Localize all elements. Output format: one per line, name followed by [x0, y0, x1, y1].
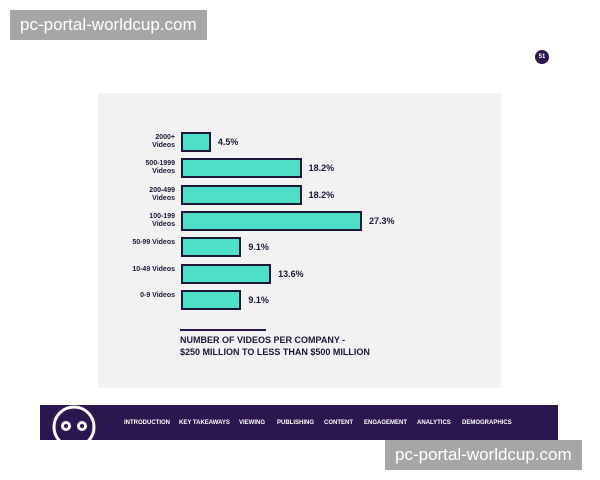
- bar: [181, 184, 302, 205]
- category-label: 2000+ Videos: [152, 134, 175, 149]
- nav-link[interactable]: ENGAGEMENT: [364, 420, 408, 426]
- value-label: 13.6%: [278, 268, 304, 279]
- category-label: 500-1999 Videos: [145, 160, 175, 176]
- category-label: 50-99 Videos: [132, 239, 175, 247]
- category-label: 0-9 Videos: [140, 291, 175, 299]
- chart-subtitle: $250 MILLION TO LESS THAN $500 MILLION: [180, 347, 370, 357]
- nav-link[interactable]: KEY TAKEAWAYS: [179, 420, 230, 426]
- bar: [181, 289, 242, 310]
- nav-link[interactable]: ANALYTICS: [417, 420, 451, 426]
- title-rule: [180, 329, 266, 331]
- category-label: 200-499 Videos: [149, 186, 175, 202]
- nav-link[interactable]: DEMOGRAPHICS: [462, 420, 512, 426]
- mascot: [52, 405, 96, 440]
- category-label: 10-49 Videos: [132, 265, 175, 273]
- bar: [181, 210, 362, 231]
- page-number: 51: [535, 50, 549, 64]
- value-label: 4.5%: [217, 137, 239, 147]
- chart-title: NUMBER OF VIDEOS PER COMPANY -: [180, 335, 346, 345]
- nav-bar: INTRODUCTION KEY TAKEAWAYS VIEWING PUBLISHI…: [40, 405, 558, 440]
- value-label: 9.1%: [248, 242, 269, 253]
- value-label: 9.1%: [248, 294, 269, 305]
- value-label: 18.2%: [308, 163, 335, 174]
- watermark: pc-portal-worldcup.com: [10, 10, 207, 40]
- watermark: pc-portal-worldcup.com: [385, 440, 582, 470]
- nav-link[interactable]: PUBLISHING: [277, 420, 315, 426]
- nav-link[interactable]: INTRODUCTION: [124, 420, 170, 426]
- chart: NUMBER OF VIDEOS PER COMPANY - $250 MILL…: [98, 93, 501, 388]
- value-label: 18.2%: [308, 189, 335, 200]
- value-label: 27.3%: [368, 215, 395, 226]
- nav-link[interactable]: VIEWING: [239, 420, 266, 426]
- bar: [181, 132, 211, 152]
- bar: [181, 158, 302, 179]
- bar: [181, 237, 242, 258]
- bar: [181, 263, 272, 284]
- nav-link[interactable]: CONTENT: [324, 420, 353, 426]
- category-label: 100-199 Videos: [149, 212, 175, 228]
